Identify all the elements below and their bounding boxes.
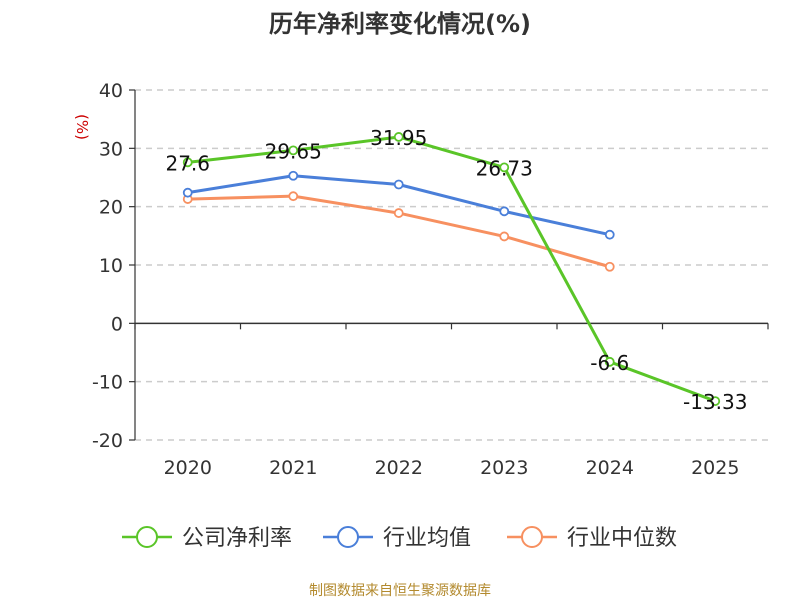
y-tick-label: -20 (92, 430, 123, 452)
data-point (393, 132, 404, 142)
data-point (604, 229, 615, 240)
data-point (288, 170, 299, 181)
data-label: 27.6 (165, 151, 210, 175)
legend-marker (136, 526, 158, 548)
data-point (499, 231, 510, 242)
axis-layer: 40 30 20 10 0 -10 -20 2020 2021 2022 2023 2024 2025 (92, 80, 769, 479)
data-point (393, 208, 404, 218)
y-tick-label: 30 (99, 138, 123, 160)
series-layer: 27.6 29.65 31.95 26.73 -6.6 -13.33 (165, 126, 747, 414)
y-tick-label: 0 (111, 313, 123, 335)
data-point (604, 261, 615, 272)
legend-label: 行业均值 (383, 526, 471, 551)
legend-item-2: 行业中位数 (507, 526, 677, 551)
legend-marker (521, 526, 543, 548)
data-point (288, 145, 299, 156)
x-tick-label: 2023 (480, 457, 528, 479)
data-label: -13.33 (683, 390, 747, 414)
legend-label: 公司净利率 (182, 526, 292, 551)
x-tick-label: 2022 (375, 457, 423, 479)
data-point (182, 157, 193, 168)
x-tick-label: 2021 (269, 457, 317, 479)
data-point (393, 179, 404, 190)
grid-layer (135, 89, 768, 441)
legend-item-1: 行业均值 (323, 526, 471, 551)
data-point (604, 356, 615, 367)
y-tick-label: -10 (92, 372, 123, 394)
data-point (710, 396, 721, 406)
data-point (499, 162, 510, 173)
x-tick-label: 2020 (164, 457, 212, 479)
chart-title: 历年净利率变化情况(%) (269, 10, 531, 38)
data-point (499, 206, 510, 217)
legend: 公司净利率 行业均值 行业中位数 (122, 526, 677, 551)
data-label: -6.6 (590, 351, 629, 375)
series-1 (182, 170, 615, 240)
source-note: 制图数据来自恒生聚源数据库 (309, 583, 491, 599)
series-line (187, 135, 716, 403)
legend-label: 行业中位数 (567, 526, 677, 551)
legend-marker (337, 526, 359, 548)
data-label: 29.65 (265, 139, 322, 163)
series-2 (182, 191, 615, 272)
y-tick-label: 10 (99, 255, 123, 277)
y-tick-label: 40 (99, 80, 123, 102)
data-point (182, 187, 193, 198)
legend-item-0: 公司净利率 (122, 526, 292, 551)
y-tick-label: 20 (99, 197, 123, 219)
x-tick-label: 2024 (586, 457, 634, 479)
data-label: 31.95 (370, 126, 427, 150)
x-tick-label: 2025 (691, 457, 739, 479)
series-0: 27.6 29.65 31.95 26.73 -6.6 -13.33 (165, 126, 747, 414)
data-label: 26.73 (476, 156, 533, 180)
data-point (288, 191, 299, 202)
y-axis-label: (%) (73, 114, 91, 140)
